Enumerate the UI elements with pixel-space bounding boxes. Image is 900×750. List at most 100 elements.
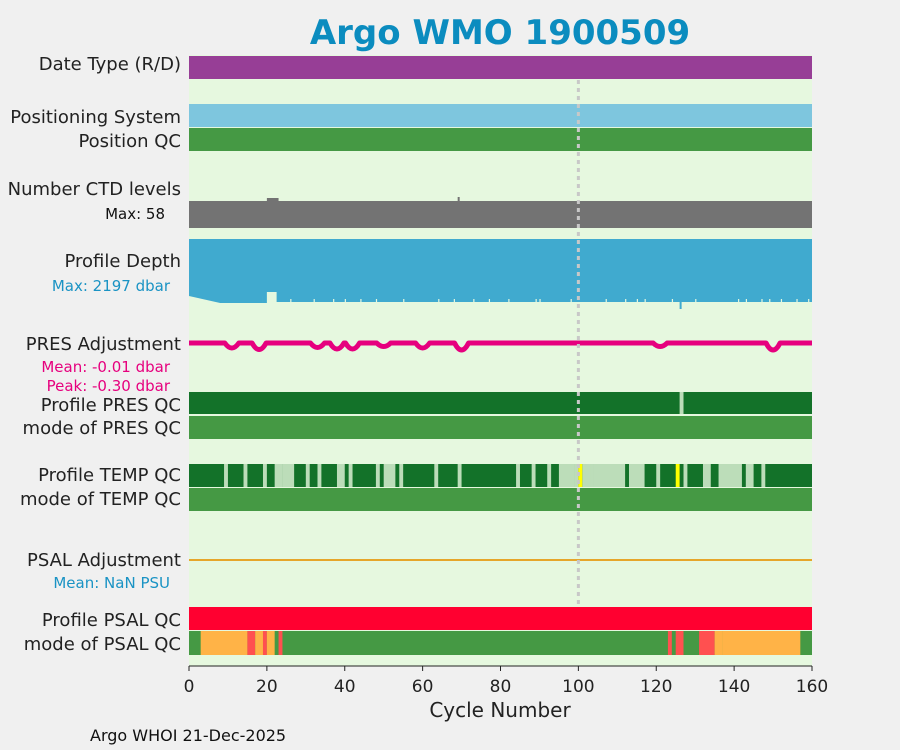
x-tick-label-120: 120 [640,677,672,697]
profile-temp-qc-light-8 [531,464,536,487]
label-ctd-max: Max: 58 [105,205,165,223]
label-position-qc: Position QC [78,131,181,152]
profile-depth-deep-notch [679,300,682,309]
footer-text: Argo WHOI 21-Dec-2025 [90,726,286,745]
label-psal-adjustment: PSAL Adjustment [27,550,181,571]
profile-temp-qc-mid-2 [317,464,322,487]
profile-depth-notch-8 [453,299,455,303]
profile-temp-qc-mid-11 [718,464,739,487]
profile-depth-notch-17 [636,299,638,303]
x-tick-label-40: 40 [334,677,356,697]
label-psal-mean: Mean: NaN PSU [53,574,170,592]
profile-depth-start [189,296,263,303]
profile-temp-qc-mid-0 [282,464,295,487]
mode-psal-qc-segment-1 [247,631,256,655]
x-axis-label: Cycle Number [429,698,571,722]
pres-adjustment-line [189,340,812,353]
x-axis: 0 20 40 60 80 100 120 140 160 [184,665,828,697]
profile-depth-notch-24 [769,299,771,303]
mode-psal-qc-segment-9 [714,631,723,655]
label-profile-depth: Profile Depth [64,251,181,272]
profile-temp-qc-light-4 [348,464,353,487]
label-profile-pres-qc: Profile PRES QC [41,395,181,416]
profile-temp-qc-light-14 [683,464,688,487]
x-tick-label-100: 100 [562,677,594,697]
profile-depth-notch-23 [761,299,763,303]
mode-psal-qc-segment-8 [699,631,715,655]
profile-depth-notch-2 [333,299,335,303]
profile-temp-qc-light-0 [224,464,228,487]
x-tick-label-140: 140 [718,677,750,697]
x-tick-label-60: 60 [412,677,434,697]
x-tick-label-20: 20 [256,677,278,697]
profile-temp-qc-light-15 [702,464,711,487]
profile-temp-qc-mid-5 [434,464,439,487]
profile-depth-notch-26 [796,299,798,303]
profile-temp-qc-light-2 [262,464,267,487]
profile-temp-qc-light-7 [457,464,462,487]
profile-temp-qc-light-6 [399,464,404,487]
profile-temp-qc-light-17 [745,464,754,487]
profile-temp-qc-mid-10 [628,464,645,487]
profile-depth-notch-1 [313,299,315,303]
date-type-bar [189,56,812,79]
profile-temp-qc-yellow-1 [675,464,680,487]
profile-depth-notch-18 [644,299,646,303]
mode-temp-qc-bar [189,488,812,511]
profile-depth-notch-12 [535,299,537,303]
label-pres-peak: Peak: -0.30 dbar [47,377,171,395]
profile-depth-notch-5 [375,299,378,303]
label-depth-max: Max: 2197 dbar [52,277,171,295]
profile-depth-notch-20 [695,299,697,303]
label-pres-adjustment: PRES Adjustment [26,334,181,355]
profile-temp-qc-light-10 [558,464,575,487]
ctd-levels-spike [457,197,460,201]
profile-depth-notch-6 [403,299,405,303]
profile-depth-notch-22 [745,299,748,303]
ctd-levels-bump [266,198,279,201]
label-positioning-system: Positioning System [10,107,181,128]
profile-temp-qc-light-12 [609,464,614,487]
profile-depth-bar [189,239,812,296]
label-mode-temp-qc: mode of TEMP QC [20,489,181,510]
positioning-system-bar [189,104,812,127]
mode-psal-qc-segment-3 [262,631,267,655]
profile-depth-notch-3 [344,299,346,303]
profile-temp-qc-mid-6 [516,464,520,487]
mode-psal-qc-segment-10 [722,631,801,655]
profile-depth-notch-9 [473,299,475,303]
profile-depth-fill-b [276,296,812,302]
profile-temp-qc-light-13 [656,464,661,487]
label-mode-psal-qc: mode of PSAL QC [24,634,181,655]
ctd-levels-bar [189,201,812,228]
profile-temp-qc-yellow-0 [578,464,583,487]
profile-temp-qc-mid-3 [336,464,345,487]
profile-depth-notch-16 [625,299,627,303]
profile-temp-qc-mid-4 [383,464,396,487]
profile-temp-qc-mid-8 [582,464,594,487]
profile-depth-notch-14 [570,299,572,303]
profile-temp-qc-mid-1 [305,464,310,487]
profile-temp-qc-light-9 [547,464,552,487]
profile-temp-qc-light-5 [375,464,380,487]
profile-depth-notch-19 [671,299,674,303]
profile-pres-qc-bar [189,392,812,414]
label-pres-mean: Mean: -0.01 dbar [41,358,171,376]
label-mode-pres-qc: mode of PRES QC [23,418,181,439]
profile-pres-qc-gap-0 [679,392,684,414]
mode-psal-qc-segment-5 [278,631,283,655]
profile-depth-notch-15 [605,299,607,303]
profile-temp-qc-light-1 [243,464,248,487]
profile-depth-notch-0 [290,299,292,303]
x-tick-label-80: 80 [490,677,512,697]
profile-depth-notch-13 [539,299,541,303]
profile-temp-qc-light-3 [274,464,283,487]
profile-temp-qc-mid-7 [574,464,579,487]
profile-depth-notch-21 [738,299,740,303]
mode-psal-qc-segment-0 [200,631,248,655]
profile-temp-qc-light-11 [590,464,594,487]
x-tick-label-160: 160 [796,677,828,697]
profile-depth-fill-a [262,296,267,303]
label-profile-temp-qc: Profile TEMP QC [38,465,181,486]
